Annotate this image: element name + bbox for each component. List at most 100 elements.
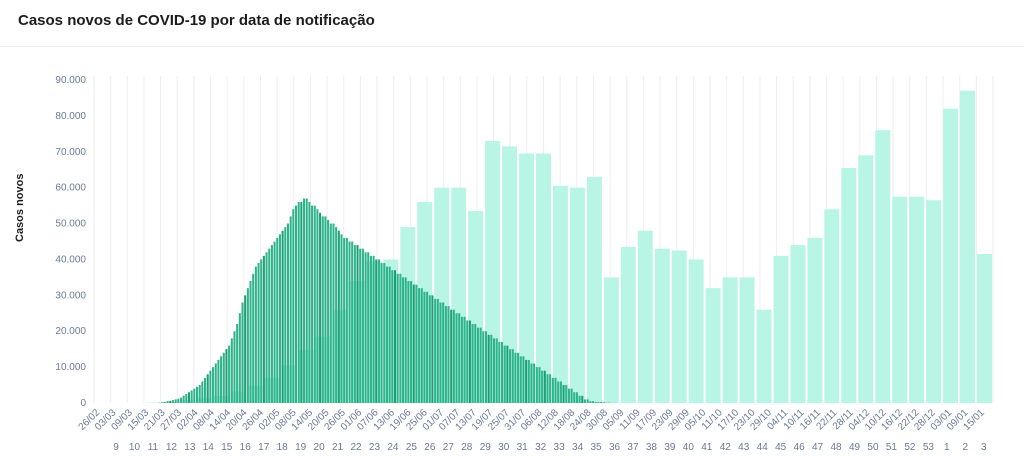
- daily-bar: [498, 341, 501, 403]
- x-week-label: 11: [148, 442, 159, 453]
- daily-bar: [410, 280, 413, 403]
- x-week-label: 14: [203, 442, 215, 453]
- x-week-label: 43: [738, 442, 750, 453]
- x-week-label: 52: [904, 442, 916, 453]
- x-week-label: 21: [332, 442, 344, 453]
- daily-bar: [597, 401, 600, 403]
- weekly-bar: [739, 277, 755, 403]
- y-tick-label: 10.000: [55, 362, 86, 373]
- x-week-label: 28: [461, 442, 473, 453]
- daily-bar: [246, 288, 249, 403]
- daily-bar: [385, 266, 388, 403]
- daily-bar: [530, 363, 533, 403]
- daily-bar: [570, 388, 573, 403]
- daily-bar: [217, 359, 220, 403]
- daily-bar: [501, 341, 504, 403]
- daily-bar: [527, 359, 530, 403]
- daily-bar: [286, 223, 289, 403]
- x-week-label: 30: [498, 442, 510, 453]
- daily-bar: [460, 316, 463, 403]
- daily-bar: [482, 331, 485, 403]
- daily-bar: [254, 266, 257, 403]
- daily-bar: [289, 216, 292, 403]
- daily-bar: [431, 295, 434, 403]
- daily-bar: [276, 237, 279, 403]
- weekly-bar: [671, 250, 687, 403]
- x-week-label: 48: [831, 442, 843, 453]
- daily-bar: [402, 277, 405, 403]
- daily-bar: [161, 402, 164, 403]
- daily-bar: [270, 245, 273, 403]
- x-week-label: 22: [350, 442, 362, 453]
- daily-bar: [509, 349, 512, 403]
- x-week-label: 19: [295, 442, 307, 453]
- x-week-label: 23: [369, 442, 381, 453]
- daily-bar: [369, 255, 372, 403]
- daily-bar: [353, 245, 356, 403]
- daily-bar: [391, 270, 394, 403]
- y-tick-label: 20.000: [55, 326, 86, 337]
- daily-bar: [517, 352, 520, 403]
- daily-bar: [554, 377, 557, 403]
- x-week-label: 47: [812, 442, 824, 453]
- daily-bar: [377, 259, 380, 403]
- daily-bar: [420, 288, 423, 403]
- daily-bar: [434, 298, 437, 403]
- x-week-label: 36: [609, 442, 621, 453]
- daily-bar: [260, 259, 263, 403]
- daily-bar: [206, 374, 209, 403]
- daily-bar: [543, 370, 546, 403]
- weekly-bar: [909, 196, 925, 403]
- daily-bar: [466, 320, 469, 403]
- daily-bar: [185, 394, 188, 403]
- weekly-bar: [688, 259, 704, 403]
- daily-bar: [490, 334, 493, 403]
- x-week-label: 18: [277, 442, 289, 453]
- daily-bar: [198, 385, 201, 403]
- weekly-bar: [977, 254, 992, 403]
- x-week-label: 10: [129, 442, 141, 453]
- y-tick-label: 0: [80, 398, 86, 409]
- x-week-label: 26: [424, 442, 436, 453]
- daily-bar: [209, 370, 212, 403]
- daily-bar: [380, 263, 383, 403]
- daily-bar: [471, 324, 474, 403]
- daily-bar: [163, 401, 166, 403]
- daily-bar: [412, 284, 415, 403]
- daily-bar: [230, 338, 233, 403]
- daily-bar: [565, 385, 568, 403]
- x-week-label: 9: [113, 442, 119, 453]
- daily-bar: [436, 298, 439, 403]
- daily-bar: [581, 395, 584, 403]
- daily-bar: [212, 367, 215, 403]
- daily-bar: [169, 400, 172, 403]
- y-axis-label: Casos novos: [14, 173, 26, 242]
- weekly-bar: [926, 200, 942, 403]
- weekly-bar: [875, 130, 891, 403]
- daily-bar: [399, 273, 402, 403]
- daily-bar: [484, 331, 487, 403]
- daily-bar: [514, 352, 517, 403]
- x-week-label: 16: [240, 442, 252, 453]
- x-week-label: 3: [981, 442, 987, 453]
- y-tick-label: 80.000: [55, 111, 86, 122]
- weekly-bar: [552, 185, 568, 403]
- daily-bar: [278, 234, 281, 403]
- daily-bar: [426, 291, 429, 403]
- daily-bar: [249, 280, 252, 403]
- daily-bar: [562, 385, 565, 403]
- x-week-label: 32: [535, 442, 547, 453]
- daily-bar: [340, 234, 343, 403]
- daily-bar: [602, 402, 605, 403]
- weekly-bar: [705, 288, 721, 403]
- daily-bar: [474, 324, 477, 403]
- weekly-bar: [434, 187, 450, 403]
- daily-bar: [236, 324, 239, 403]
- daily-bar: [557, 381, 560, 403]
- daily-bar: [204, 377, 207, 403]
- daily-bar: [305, 198, 308, 403]
- daily-bar: [220, 356, 223, 403]
- daily-bar: [337, 230, 340, 403]
- daily-bar: [329, 223, 332, 403]
- daily-bar: [345, 237, 348, 403]
